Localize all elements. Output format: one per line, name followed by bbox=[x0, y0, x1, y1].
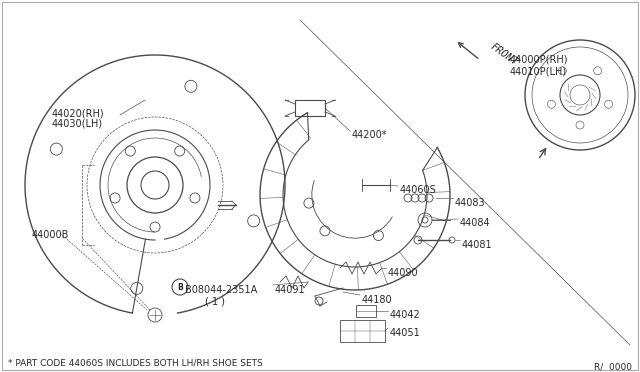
Text: 44180: 44180 bbox=[362, 295, 392, 305]
Text: 44060S: 44060S bbox=[400, 185, 436, 195]
Text: ( 1 ): ( 1 ) bbox=[205, 297, 225, 307]
Text: 44020(RH): 44020(RH) bbox=[52, 108, 104, 118]
Text: R/  0000: R/ 0000 bbox=[594, 362, 632, 371]
Text: FRONT: FRONT bbox=[488, 42, 519, 68]
Text: 44084: 44084 bbox=[460, 218, 491, 228]
Text: 44091: 44091 bbox=[275, 285, 306, 295]
Text: B: B bbox=[177, 282, 183, 292]
Bar bbox=[340, 320, 385, 342]
Text: 44030(LH): 44030(LH) bbox=[52, 118, 103, 128]
Text: B08044-2351A: B08044-2351A bbox=[185, 285, 257, 295]
Text: * PART CODE 44060S INCLUDES BOTH LH/RH SHOE SETS: * PART CODE 44060S INCLUDES BOTH LH/RH S… bbox=[8, 358, 263, 367]
Text: 44042: 44042 bbox=[390, 310, 420, 320]
Text: 44200*: 44200* bbox=[352, 130, 387, 140]
Bar bbox=[295, 100, 325, 116]
Text: 44083: 44083 bbox=[455, 198, 486, 208]
Text: 44000B: 44000B bbox=[32, 230, 69, 240]
Bar bbox=[356, 305, 376, 317]
Text: 44081: 44081 bbox=[462, 240, 493, 250]
Text: 44051: 44051 bbox=[390, 328, 420, 338]
Text: 44090: 44090 bbox=[388, 268, 419, 278]
Text: 44010P(LH): 44010P(LH) bbox=[510, 66, 567, 76]
Text: 44000P(RH): 44000P(RH) bbox=[510, 55, 568, 65]
